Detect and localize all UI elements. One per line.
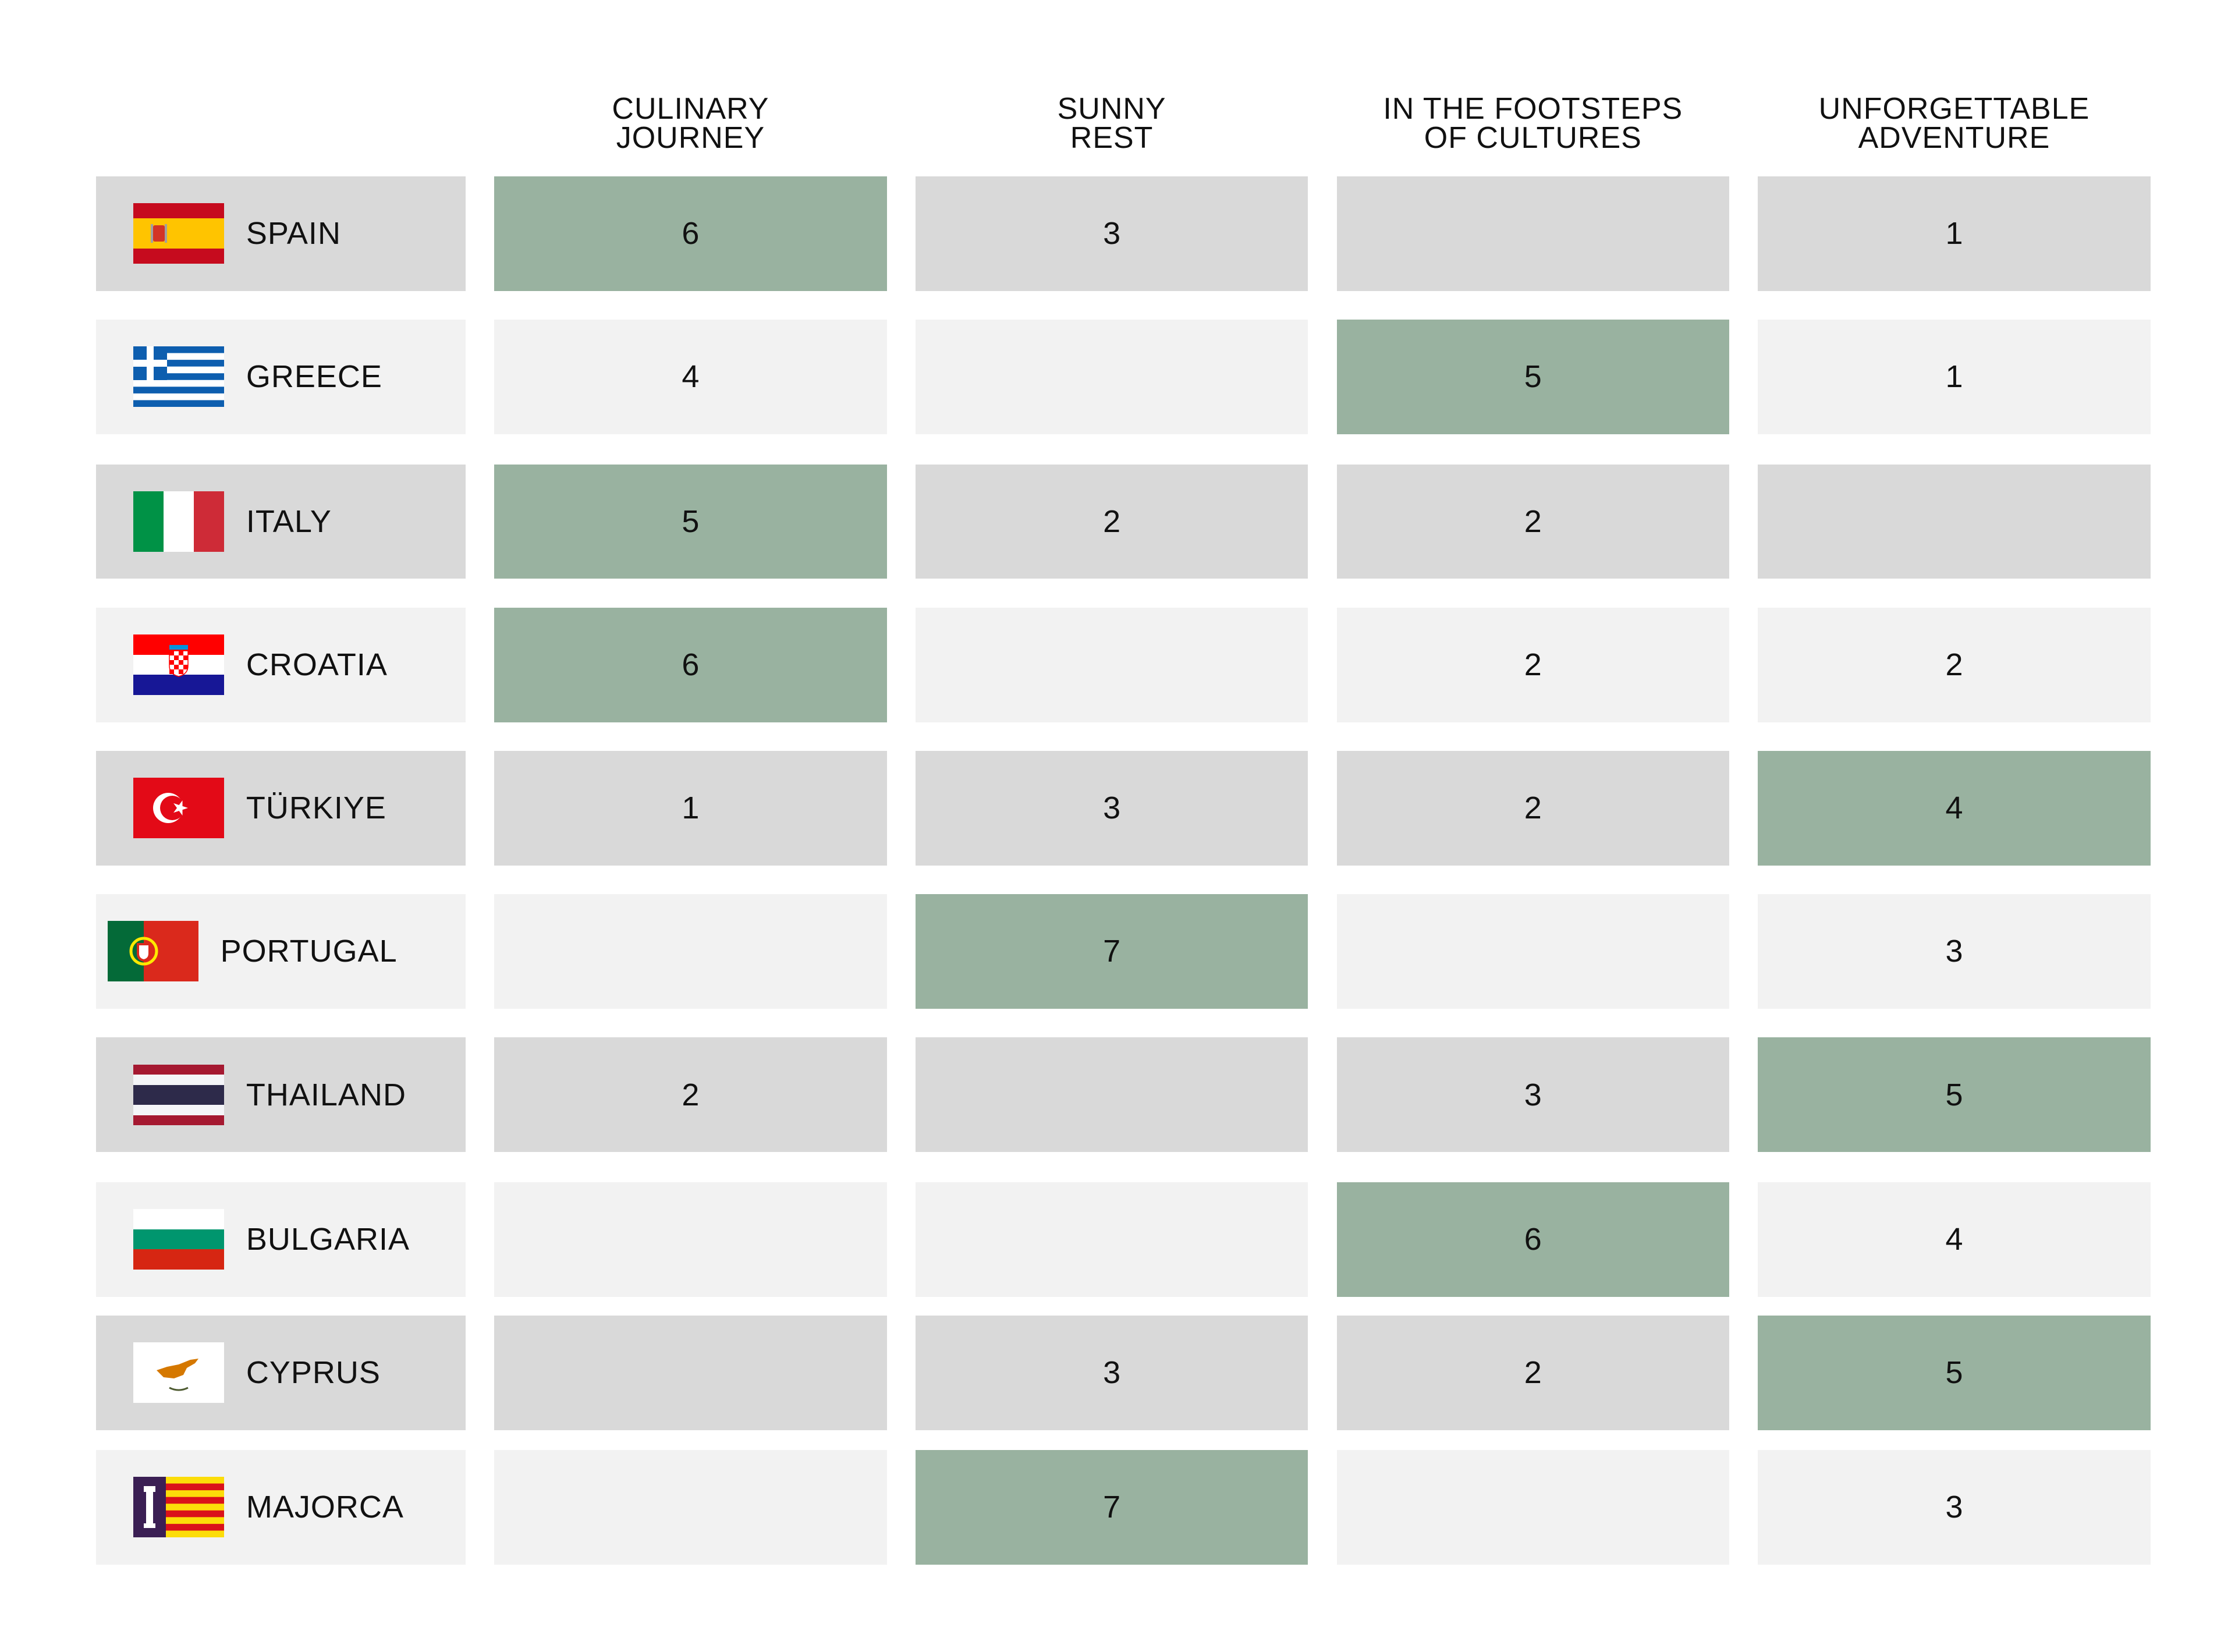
value-cell: 3 xyxy=(1336,1037,1730,1153)
value-cell: 2 xyxy=(1336,607,1730,722)
value-cell xyxy=(1758,464,2151,579)
country-cell: SPAIN xyxy=(95,176,466,291)
value-cell xyxy=(915,1182,1308,1297)
country-cell: PORTUGAL xyxy=(95,894,466,1009)
value-cell: 2 xyxy=(1336,750,1730,866)
value-cell: 3 xyxy=(1758,1450,2151,1565)
column-header-line: OF CULTURES xyxy=(1424,121,1642,155)
country-name: MAJORCA xyxy=(246,1490,404,1525)
column-header-line: JOURNEY xyxy=(616,121,765,155)
value-cell xyxy=(494,1315,887,1430)
value-cell: 7 xyxy=(915,894,1308,1009)
bulgaria-flag-icon xyxy=(133,1209,224,1270)
value-cell: 6 xyxy=(494,176,887,291)
column-header-line: IN THE FOOTSTEPS xyxy=(1383,92,1683,126)
value-cell xyxy=(494,1182,887,1297)
value-cell: 3 xyxy=(915,176,1308,291)
country-name: SPAIN xyxy=(246,216,341,251)
croatia-flag-icon xyxy=(133,634,224,696)
country-name: CYPRUS xyxy=(246,1355,381,1391)
value-cell: 4 xyxy=(494,319,887,434)
country-cell: CYPRUS xyxy=(95,1315,466,1430)
country-name: ITALY xyxy=(246,504,332,539)
column-header-line: UNFORGETTABLE xyxy=(1818,92,2090,126)
value-cell: 1 xyxy=(494,750,887,866)
turkiye-flag-icon xyxy=(133,778,224,839)
value-cell: 5 xyxy=(494,464,887,579)
value-cell: 1 xyxy=(1758,319,2151,434)
country-name: BULGARIA xyxy=(246,1222,410,1257)
value-cell xyxy=(494,1450,887,1565)
value-cell: 5 xyxy=(1336,319,1730,434)
value-cell: 4 xyxy=(1758,1182,2151,1297)
value-cell xyxy=(915,1037,1308,1153)
value-cell: 3 xyxy=(915,1315,1308,1430)
country-cell: CROATIA xyxy=(95,607,466,722)
column-header-line: ADVENTURE xyxy=(1858,121,2050,155)
majorca-flag-icon xyxy=(133,1477,224,1538)
column-header-line: REST xyxy=(1070,121,1154,155)
country-cell: THAILAND xyxy=(95,1037,466,1153)
value-cell xyxy=(1336,1450,1730,1565)
value-cell xyxy=(915,319,1308,434)
column-header-line: SUNNY xyxy=(1057,92,1166,126)
column-header-line: CULINARY xyxy=(612,92,769,126)
country-name: CROATIA xyxy=(246,647,388,683)
value-cell: 2 xyxy=(915,464,1308,579)
value-cell: 2 xyxy=(1336,464,1730,579)
value-cell: 6 xyxy=(1336,1182,1730,1297)
value-cell: 3 xyxy=(915,750,1308,866)
country-cell: ITALY xyxy=(95,464,466,579)
value-cell: 7 xyxy=(915,1450,1308,1565)
thailand-flag-icon xyxy=(133,1064,224,1125)
value-cell: 4 xyxy=(1758,750,2151,866)
column-header: CULINARY JOURNEY xyxy=(494,94,887,153)
value-cell: 2 xyxy=(1758,607,2151,722)
value-cell xyxy=(1336,176,1730,291)
country-cell: TÜRKIYE xyxy=(95,750,466,866)
country-name: TÜRKIYE xyxy=(246,790,386,826)
value-cell: 6 xyxy=(494,607,887,722)
country-cell: GREECE xyxy=(95,319,466,434)
value-cell: 5 xyxy=(1758,1037,2151,1153)
value-cell xyxy=(494,894,887,1009)
greece-flag-icon xyxy=(133,346,224,407)
country-cell: BULGARIA xyxy=(95,1182,466,1297)
cyprus-flag-icon xyxy=(133,1342,224,1403)
column-header: UNFORGETTABLE ADVENTURE xyxy=(1757,94,2151,153)
spain-flag-icon xyxy=(133,203,224,264)
portugal-flag-icon xyxy=(107,921,198,982)
value-cell: 1 xyxy=(1758,176,2151,291)
value-cell: 2 xyxy=(1336,1315,1730,1430)
country-cell: MAJORCA xyxy=(95,1450,466,1565)
value-cell: 3 xyxy=(1758,894,2151,1009)
country-name: THAILAND xyxy=(246,1077,406,1112)
italy-flag-icon xyxy=(133,491,224,552)
country-name: GREECE xyxy=(246,359,382,395)
value-cell xyxy=(1336,894,1730,1009)
value-cell xyxy=(915,607,1308,722)
column-header: SUNNY REST xyxy=(915,94,1308,153)
value-cell: 2 xyxy=(494,1037,887,1153)
country-name: PORTUGAL xyxy=(220,934,398,969)
value-cell: 5 xyxy=(1758,1315,2151,1430)
column-header: IN THE FOOTSTEPS OF CULTURES xyxy=(1336,94,1730,153)
